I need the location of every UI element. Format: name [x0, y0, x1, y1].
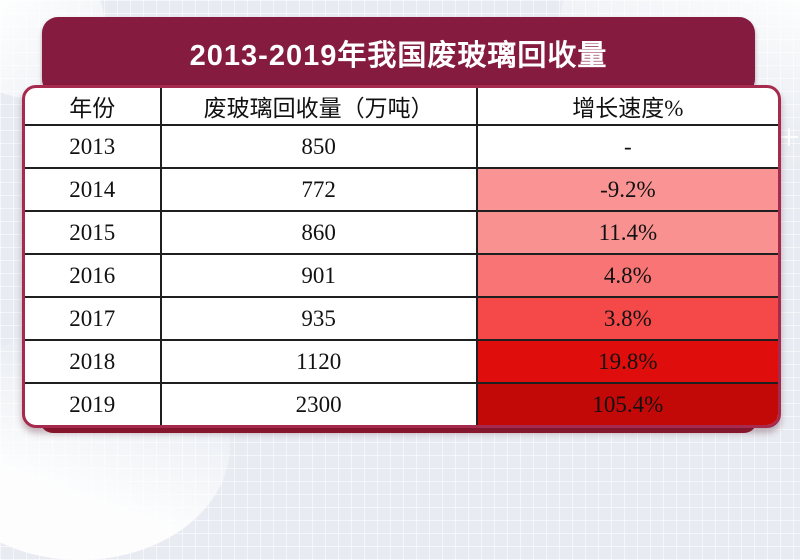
column-header-year: 年份: [25, 88, 162, 126]
page-title: 2013-2019年我国废玻璃回收量: [189, 40, 608, 72]
growth-cell: 4.8%: [475, 253, 778, 298]
year-cell: 2013: [25, 124, 162, 169]
volume-cell: 772: [159, 167, 478, 212]
table-row: 2017 935 3.8%: [25, 296, 778, 341]
table-row: 2018 1120 19.8%: [25, 339, 778, 384]
growth-cell: 3.8%: [475, 296, 778, 341]
volume-cell: 850: [159, 124, 478, 169]
year-cell: 2017: [25, 296, 162, 341]
year-cell: 2018: [25, 339, 162, 384]
column-header-growth: 增长速度%: [475, 88, 778, 126]
table-row: 2019 2300 105.4%: [25, 382, 778, 425]
table-row: 2013 850 -: [25, 124, 778, 169]
growth-cell: -: [475, 124, 778, 169]
table-row: 2016 901 4.8%: [25, 253, 778, 298]
volume-cell: 2300: [159, 382, 478, 425]
year-cell: 2016: [25, 253, 162, 298]
table-row: 2014 772 -9.2%: [25, 167, 778, 212]
year-cell: 2015: [25, 210, 162, 255]
growth-cell: 11.4%: [475, 210, 778, 255]
table-row: 2015 860 11.4%: [25, 210, 778, 255]
year-cell: 2019: [25, 382, 162, 425]
sparkle-icon: [780, 128, 798, 146]
volume-cell: 1120: [159, 339, 478, 384]
growth-cell: 19.8%: [475, 339, 778, 384]
growth-cell: -9.2%: [475, 167, 778, 212]
title-banner: 2013-2019年我国废玻璃回收量: [42, 17, 755, 95]
volume-cell: 860: [159, 210, 478, 255]
year-cell: 2014: [25, 167, 162, 212]
volume-cell: 901: [159, 253, 478, 298]
column-header-volume: 废玻璃回收量（万吨）: [159, 88, 478, 126]
table-panel: 年份 废玻璃回收量（万吨） 增长速度% 2013 850 - 2014 772 …: [22, 85, 781, 428]
growth-cell: 105.4%: [475, 382, 778, 425]
recycling-table: 年份 废玻璃回收量（万吨） 增长速度% 2013 850 - 2014 772 …: [25, 88, 778, 425]
header-row: 年份 废玻璃回收量（万吨） 增长速度%: [25, 88, 778, 126]
volume-cell: 935: [159, 296, 478, 341]
